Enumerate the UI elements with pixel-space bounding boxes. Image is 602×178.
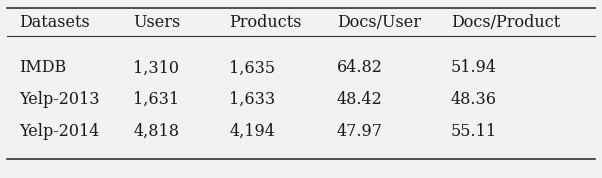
Text: Datasets: Datasets xyxy=(19,14,90,31)
Text: IMDB: IMDB xyxy=(19,59,67,77)
Text: 1,631: 1,631 xyxy=(133,91,179,108)
Text: Products: Products xyxy=(229,14,302,31)
Text: 47.97: 47.97 xyxy=(337,123,383,140)
Text: 1,635: 1,635 xyxy=(229,59,275,77)
Text: 1,310: 1,310 xyxy=(133,59,179,77)
Text: Users: Users xyxy=(133,14,181,31)
Text: Yelp-2014: Yelp-2014 xyxy=(19,123,100,140)
Text: 51.94: 51.94 xyxy=(451,59,497,77)
Text: 55.11: 55.11 xyxy=(451,123,497,140)
Text: 4,194: 4,194 xyxy=(229,123,275,140)
Text: 48.42: 48.42 xyxy=(337,91,383,108)
Text: 4,818: 4,818 xyxy=(133,123,179,140)
Text: 1,633: 1,633 xyxy=(229,91,275,108)
Text: Docs/User: Docs/User xyxy=(337,14,421,31)
Text: 48.36: 48.36 xyxy=(451,91,497,108)
Text: Yelp-2013: Yelp-2013 xyxy=(19,91,100,108)
Text: 64.82: 64.82 xyxy=(337,59,383,77)
Text: Docs/Product: Docs/Product xyxy=(451,14,560,31)
